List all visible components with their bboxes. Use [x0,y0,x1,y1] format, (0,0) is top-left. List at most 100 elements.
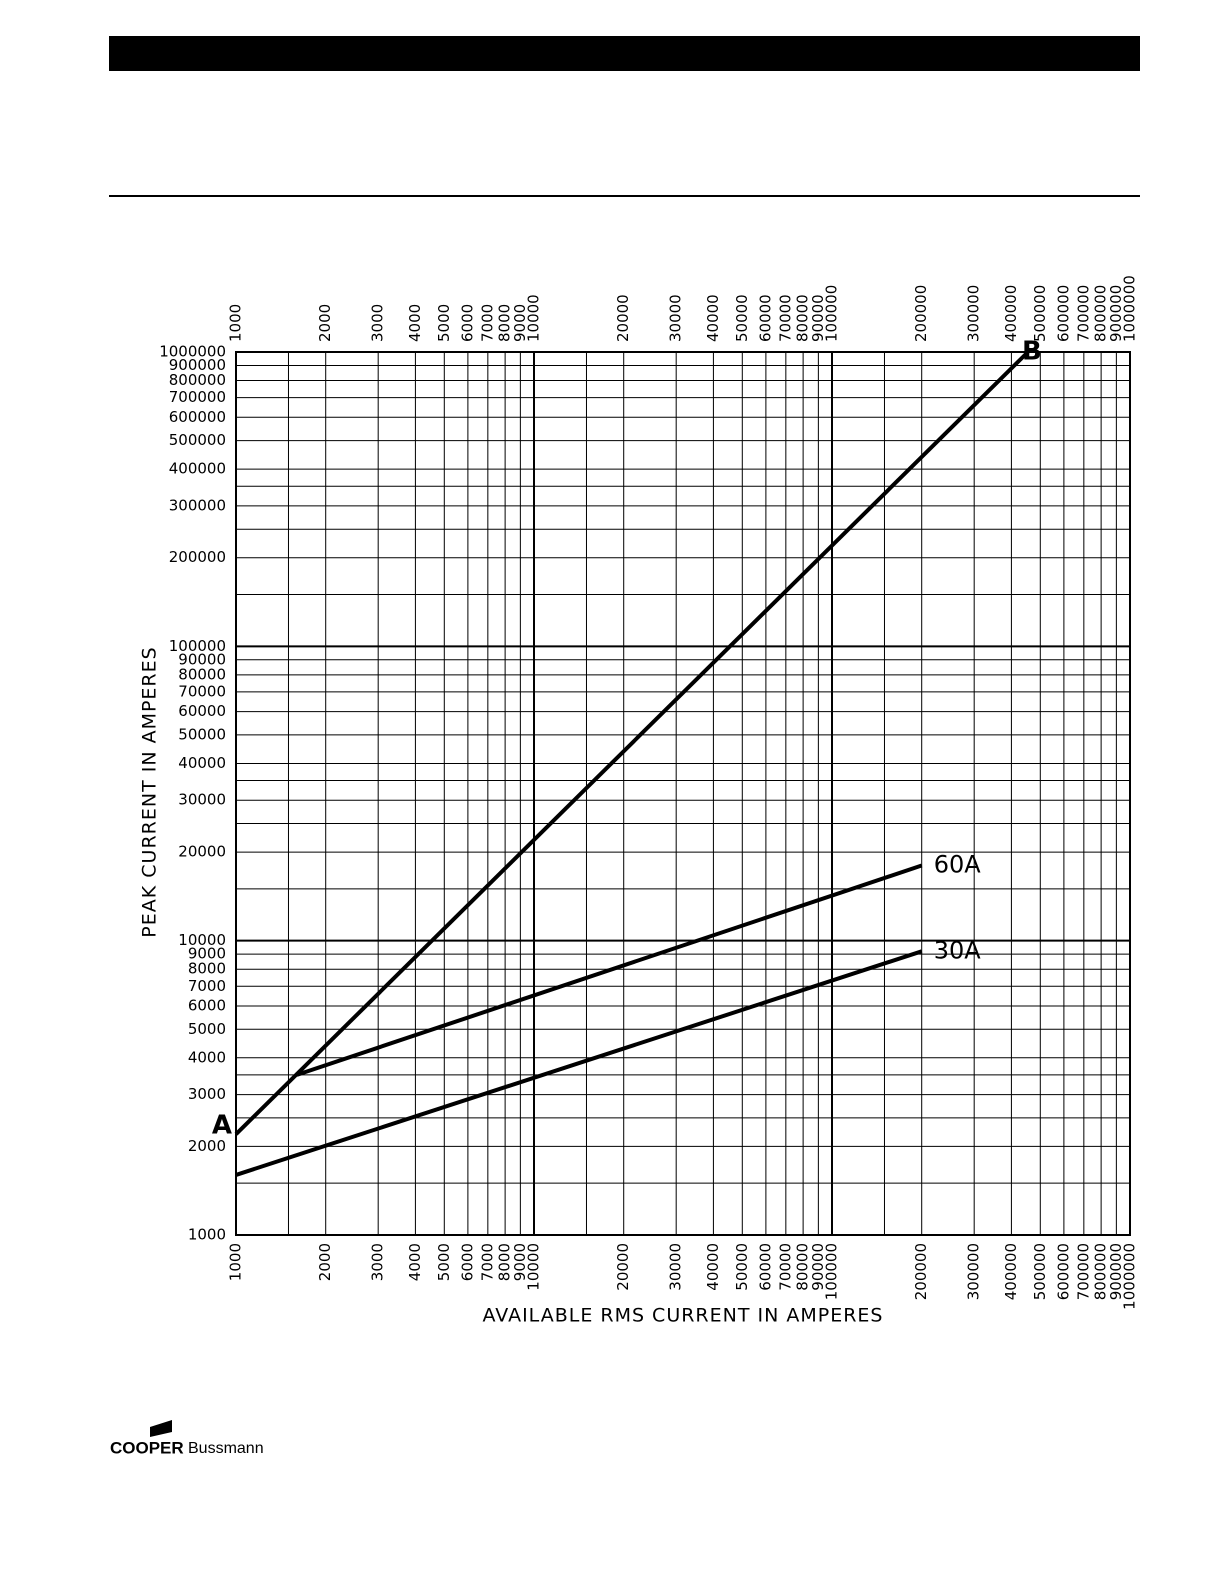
y-tick-label: 7000 [188,977,226,995]
x-tick-label-top: 900000 [1107,285,1125,342]
x-tick-label: 7000 [478,1243,496,1281]
x-tick-label: 50000 [733,1243,751,1291]
y-axis-label: PEAK CURRENT IN AMPERES [139,646,161,937]
x-tick-label: 900000 [1107,1243,1125,1300]
header-bar [109,36,1140,71]
x-tick-label: 800000 [1092,1243,1110,1300]
y-tick-label: 600000 [169,408,226,426]
x-tick-label: 10000 [525,1243,543,1291]
y-tick-label: 5000 [188,1020,226,1038]
x-tick-label-top: 500000 [1031,285,1049,342]
x-axis-label: AVAILABLE RMS CURRENT IN AMPERES [483,1305,884,1327]
x-tick-label-top: 1000000 [1121,275,1139,342]
x-tick-label-top: 40000 [704,294,722,342]
x-tick-label: 500000 [1031,1243,1049,1300]
x-tick-label-top: 80000 [794,294,812,342]
y-tick-label: 2000 [188,1137,226,1155]
plot-frame [235,351,1131,1236]
x-tick-label: 700000 [1074,1243,1092,1300]
y-tick-label: 3000 [188,1085,226,1103]
y-tick-label: 70000 [178,682,226,700]
x-tick-label: 100000 [823,1243,841,1300]
x-tick-label-top: 9000 [511,304,529,342]
x-tick-label: 9000 [511,1243,529,1281]
y-tick-label: 300000 [169,496,226,514]
y-tick-label: 40000 [178,754,226,772]
y-tick-label: 1000000 [159,343,226,361]
data-line [296,863,923,1077]
y-tick-label: 700000 [169,388,226,406]
x-tick-label-top: 200000 [912,285,930,342]
data-line [235,949,923,1177]
x-tick-label: 20000 [614,1243,632,1291]
x-tick-label-top: 300000 [965,285,983,342]
x-tick-label: 5000 [435,1243,453,1281]
x-tick-label: 1000000 [1121,1243,1139,1310]
logo-mark [150,1420,172,1437]
y-tick-label: 400000 [169,460,226,478]
y-tick-label: 60000 [178,702,226,720]
x-tick-label: 600000 [1054,1243,1072,1300]
x-tick-label: 90000 [809,1243,827,1291]
x-tick-label-top: 400000 [1002,285,1020,342]
y-tick-label: 10000 [178,931,226,949]
x-tick-label: 1000 [227,1243,245,1281]
x-tick-label: 40000 [704,1243,722,1291]
brand: COOPER [110,1438,184,1457]
y-tick-label: 9000 [188,945,226,963]
x-tick-label: 3000 [369,1243,387,1281]
x-tick-label-top: 2000 [316,304,334,342]
x-tick-label: 8000 [496,1243,514,1281]
x-tick-label-top: 20000 [614,294,632,342]
x-tick-label-top: 4000 [406,304,424,342]
x-tick-label-top: 90000 [809,294,827,342]
x-tick-label-top: 100000 [823,285,841,342]
x-tick-label-top: 8000 [496,304,514,342]
x-tick-label-top: 700000 [1074,285,1092,342]
x-tick-label: 200000 [912,1243,930,1300]
y-tick-label: 90000 [178,650,226,668]
x-tick-label-top: 3000 [369,304,387,342]
x-tick-label: 4000 [406,1243,424,1281]
x-tick-label: 70000 [776,1243,794,1291]
y-tick-label: 30000 [178,791,226,809]
x-tick-label-top: 1000 [227,304,245,342]
point-label: B [1022,337,1042,367]
x-tick-label-top: 800000 [1092,285,1110,342]
point-label: A [212,1111,232,1141]
y-tick-label: 1000 [188,1226,226,1244]
y-tick-label: 8000 [188,960,226,978]
y-tick-label: 80000 [178,665,226,683]
x-tick-label: 30000 [667,1243,685,1291]
y-tick-label: 100000 [169,637,226,655]
series-label: 30A [934,936,982,964]
y-tick-label: 200000 [169,548,226,566]
brand-sub: Bussmann [188,1440,264,1457]
y-tick-label: 500000 [169,431,226,449]
data-line [234,350,1030,1136]
series-label: 60A [934,851,982,879]
x-tick-label-top: 5000 [435,304,453,342]
x-tick-label: 400000 [1002,1243,1020,1300]
y-tick-label: 900000 [169,356,226,374]
x-tick-label-top: 70000 [776,294,794,342]
y-tick-label: 50000 [178,725,226,743]
x-tick-label-top: 60000 [756,294,774,342]
x-tick-label: 300000 [965,1243,983,1300]
x-tick-label-top: 7000 [478,304,496,342]
x-tick-label: 80000 [794,1243,812,1291]
x-tick-label-top: 6000 [458,304,476,342]
y-tick-label: 6000 [188,996,226,1014]
x-tick-label-top: 600000 [1054,285,1072,342]
x-tick-label-top: 10000 [525,294,543,342]
x-tick-label: 2000 [316,1243,334,1281]
x-tick-label-top: 50000 [733,294,751,342]
x-tick-label-top: 30000 [667,294,685,342]
y-tick-label: 4000 [188,1048,226,1066]
y-tick-label: 20000 [178,843,226,861]
x-tick-label: 60000 [756,1243,774,1291]
x-tick-label: 6000 [458,1243,476,1281]
y-tick-label: 800000 [169,371,226,389]
